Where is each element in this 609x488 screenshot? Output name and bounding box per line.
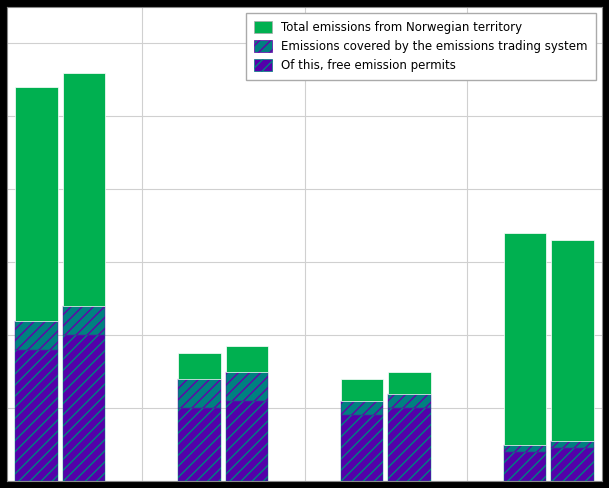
Bar: [341, 415, 384, 481]
Bar: [389, 408, 431, 481]
Bar: [178, 379, 220, 408]
Bar: [178, 408, 220, 481]
Bar: [178, 353, 220, 379]
Bar: [551, 241, 594, 441]
Bar: [63, 306, 105, 335]
Bar: [504, 452, 546, 481]
Bar: [15, 350, 58, 481]
Bar: [63, 335, 105, 481]
Bar: [225, 346, 268, 372]
Bar: [15, 87, 58, 321]
Bar: [225, 401, 268, 481]
Bar: [341, 401, 384, 415]
Bar: [341, 379, 384, 401]
Bar: [15, 321, 58, 350]
Legend: Total emissions from Norwegian territory, Emissions covered by the emissions tra: Total emissions from Norwegian territory…: [246, 13, 596, 81]
Bar: [551, 441, 594, 448]
Bar: [389, 372, 431, 393]
Bar: [389, 393, 431, 408]
Bar: [504, 233, 546, 445]
Bar: [63, 73, 105, 306]
Bar: [504, 445, 546, 452]
Bar: [551, 448, 594, 481]
Bar: [225, 372, 268, 401]
